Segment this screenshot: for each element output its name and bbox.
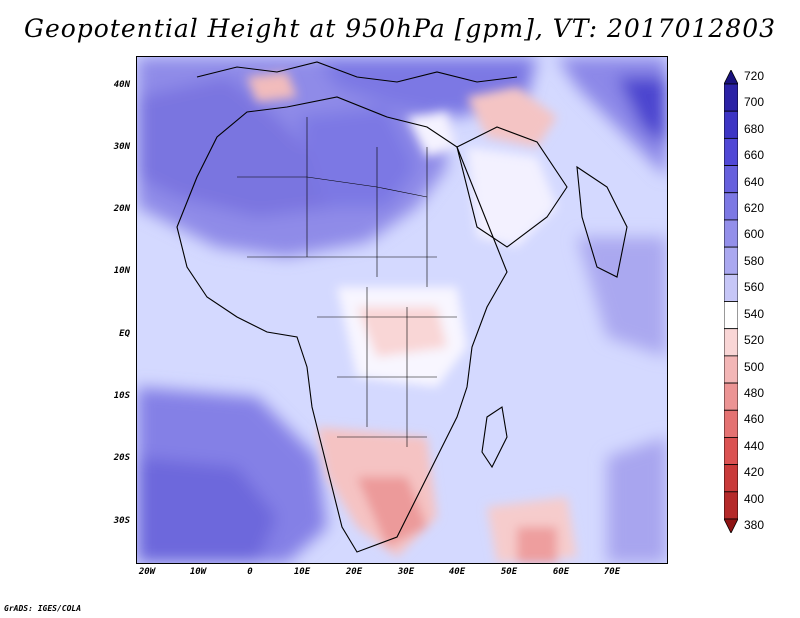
europe-coast xyxy=(196,61,518,83)
lon-tick-10e: 10E xyxy=(293,567,311,577)
colorbar-cell xyxy=(724,273,738,302)
colorbar-cell xyxy=(724,328,738,357)
high-height-regions xyxy=(137,57,667,563)
map-title: Geopotential Height at 950hPa [gpm], VT:… xyxy=(23,14,777,43)
colorbar-cell xyxy=(724,355,738,384)
colorbar-label: 580 xyxy=(744,253,765,268)
colorbar-cell xyxy=(724,137,738,166)
colorbar-label: 480 xyxy=(744,385,765,400)
lat-tick-40n: 40N xyxy=(113,80,130,90)
lon-tick-70e: 70E xyxy=(603,567,621,577)
lon-tick-50e: 50E xyxy=(500,567,518,577)
arabia-coast xyxy=(456,126,568,248)
lon-tick-30e: 30E xyxy=(397,567,415,577)
colorbar-label: 500 xyxy=(744,359,765,374)
grads-credit: GrADS: IGES/COLA xyxy=(4,604,82,613)
map-panel xyxy=(136,56,668,564)
map-canvas xyxy=(137,57,667,563)
india-coast xyxy=(576,165,628,278)
lon-tick-60e: 60E xyxy=(552,567,570,577)
colorbar-label: 620 xyxy=(744,201,765,216)
colorbar-cell xyxy=(724,382,738,411)
colorbar-label: 640 xyxy=(744,174,765,189)
colorbar-label: 520 xyxy=(744,333,765,348)
lat-tick-20s: 20S xyxy=(113,453,130,463)
lat-tick-10n: 10N xyxy=(113,266,130,276)
colorbar-label: 700 xyxy=(744,95,765,110)
lat-tick-10s: 10S xyxy=(113,391,130,401)
colorbar-cell xyxy=(724,83,738,112)
colorbar-cell xyxy=(724,165,738,194)
colorbar-label: 440 xyxy=(744,438,765,453)
colorbar-label: 720 xyxy=(744,69,765,83)
lat-tick-30s: 30S xyxy=(113,516,130,526)
colorbar-label: 600 xyxy=(744,227,765,242)
colorbar-svg xyxy=(724,70,738,533)
lon-tick-20e: 20E xyxy=(345,567,363,577)
colorbar-label: 660 xyxy=(744,148,765,163)
colorbar-label: 400 xyxy=(744,491,765,506)
colorbar-cell xyxy=(724,437,738,466)
africa-coast xyxy=(176,96,508,553)
colorbar-cell xyxy=(724,491,738,520)
lat-tick-eq: EQ xyxy=(119,329,130,339)
low-height-regions xyxy=(247,72,577,563)
lon-tick-0: 0 xyxy=(247,567,253,577)
lat-tick-20n: 20N xyxy=(113,204,130,214)
colorbar-cell xyxy=(724,246,738,275)
madagascar-coast xyxy=(481,406,508,469)
colorbar-label: 420 xyxy=(744,465,765,480)
colorbar-cell xyxy=(724,301,738,330)
colorbar-arrow-bottom xyxy=(724,518,738,533)
colorbar-label: 460 xyxy=(744,412,765,427)
colorbar-label: 680 xyxy=(744,121,765,136)
colorbar-cell xyxy=(724,464,738,493)
lon-tick-20w: 20W xyxy=(138,567,156,577)
lat-tick-30n: 30N xyxy=(113,142,130,152)
colorbar-arrow-top xyxy=(724,70,738,85)
colorbar-cell xyxy=(724,219,738,248)
lon-tick-40e: 40E xyxy=(448,567,466,577)
colorbar-label: 540 xyxy=(744,306,765,321)
colorbar-cell xyxy=(724,110,738,139)
colorbar-cell xyxy=(724,192,738,221)
lon-tick-10w: 10W xyxy=(189,567,207,577)
coastlines xyxy=(176,61,628,553)
colorbar-label: 560 xyxy=(744,280,765,295)
colorbar-cell xyxy=(724,409,738,438)
colorbar-label: 380 xyxy=(744,518,765,532)
country-borders xyxy=(237,117,457,447)
